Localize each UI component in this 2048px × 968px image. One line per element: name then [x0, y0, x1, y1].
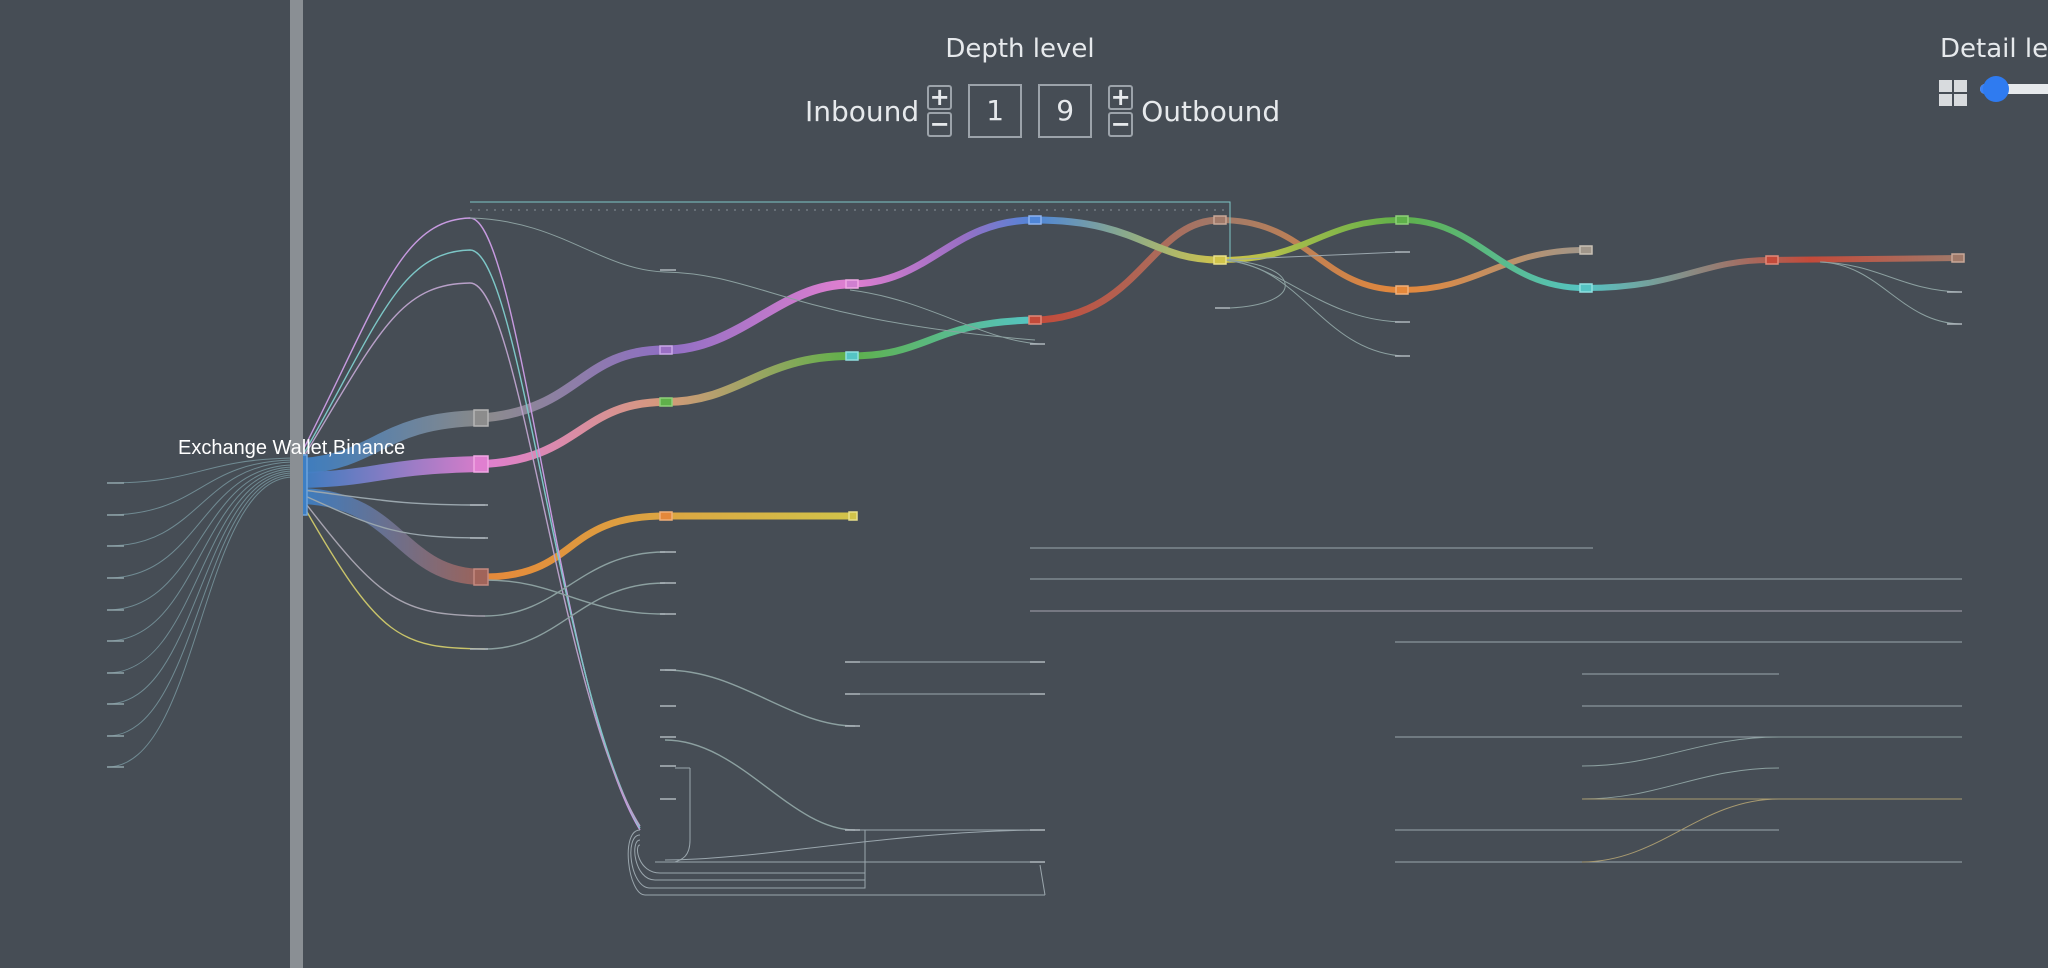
outbound-label: Outbound: [1141, 94, 1281, 128]
focus-column-bar[interactable]: [290, 0, 303, 968]
detail-level-title: Detail lev: [1940, 34, 2048, 64]
outbound-stepper: + −: [1108, 84, 1134, 138]
inbound-links: [106, 457, 293, 768]
right-parallel-flows: [845, 547, 1962, 863]
loop-bundle: [627, 767, 1046, 896]
thin-branches: [302, 201, 1961, 831]
grid-cell: [1954, 94, 1967, 106]
depth-level-title: Depth level: [945, 34, 1095, 64]
inbound-node-ticks: [107, 482, 124, 768]
focus-node-label: Exchange Wallet,Binance: [178, 437, 406, 459]
grid-icon[interactable]: [1939, 80, 1967, 106]
node-ticks: [470, 251, 1962, 863]
depth-controls: Inbound + − 1 9 + − Outbound: [805, 82, 1280, 140]
outbound-decrease-button[interactable]: −: [1108, 112, 1134, 137]
inbound-label: Inbound: [805, 94, 920, 128]
detail-slider-thumb[interactable]: [1983, 76, 2009, 102]
inbound-increase-button[interactable]: +: [927, 85, 953, 110]
inbound-depth-field[interactable]: 1: [968, 84, 1023, 138]
grid-cell: [1939, 94, 1952, 106]
grid-cell: [1954, 80, 1967, 92]
inbound-stepper: + −: [927, 84, 953, 138]
detail-slider-track[interactable]: [1980, 84, 2048, 94]
inbound-decrease-button[interactable]: −: [927, 112, 953, 137]
node-boxes[interactable]: [473, 215, 1965, 586]
outbound-depth-field[interactable]: 9: [1038, 84, 1093, 138]
grid-cell: [1939, 80, 1952, 92]
outbound-increase-button[interactable]: +: [1108, 85, 1134, 110]
